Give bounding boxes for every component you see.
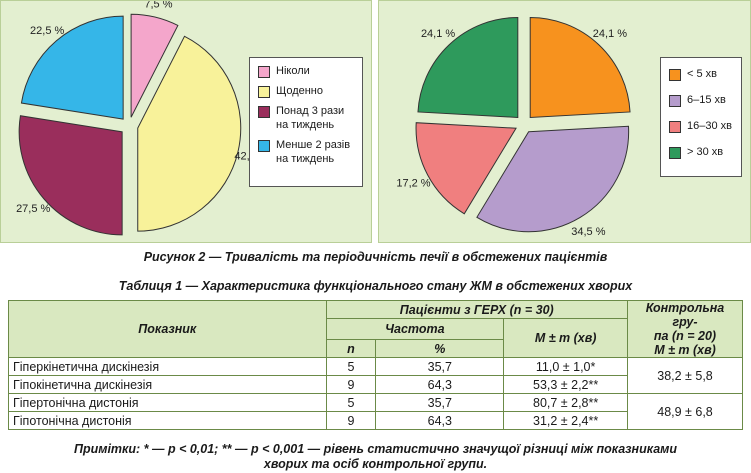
row-name: Гіпотонічна дистонія — [8, 411, 327, 430]
table-row: Гіпертонічна дистонія 5 35,7 80,7 ± 2,8*… — [8, 393, 743, 430]
legend-swatch — [258, 86, 270, 98]
data-table: Показник Пацієнти з ГЕРХ (n = 30) Контро… — [8, 300, 743, 430]
legend-item-more-than-3: Понад 3 рази на тиждень — [258, 104, 358, 132]
legend-label: Ніколи — [276, 65, 310, 77]
row-percent: 64,3 — [375, 375, 505, 394]
header-mean: M ± m (хв) — [503, 318, 629, 358]
pie-chart-panel-frequency: 7,5 %42,5 %27,5 %22,5 % Ніколи Щоденно П… — [0, 0, 372, 243]
row-percent: 35,7 — [375, 393, 505, 412]
legend-swatch — [669, 121, 681, 133]
legend-label: Менше 2 разів на тиждень — [276, 139, 351, 165]
legend-label: Щоденно — [276, 85, 323, 97]
row-mean: 80,7 ± 2,8** — [503, 393, 629, 412]
header-control: Контрольна гру- па (n = 20) M ± m (хв) — [627, 300, 743, 358]
legend-swatch — [258, 106, 270, 118]
row-n: 9 — [325, 375, 377, 394]
legend-swatch — [669, 69, 681, 81]
pie-slice — [417, 16, 519, 118]
pie-slice — [130, 13, 179, 118]
pie-chart-frequency: 7,5 %42,5 %27,5 %22,5 % — [16, 1, 269, 236]
row-mean: 53,3 ± 2,2** — [503, 375, 629, 394]
pie-chart-panel-duration: 24,1 % 34,5 % 17,2 % 24,1 % < 5 хв 6–15 хв … — [378, 0, 751, 243]
table-row: Гіперкінетична дискінезія 5 35,7 11,0 ± … — [8, 357, 743, 394]
legend-item-16-30: 16–30 хв — [669, 119, 737, 133]
header-indicator: Показник — [8, 300, 327, 358]
legend-swatch — [669, 147, 681, 159]
legend-frequency: Ніколи Щоденно Понад 3 рази на тиждень М… — [249, 57, 363, 187]
legend-item-less-than-2: Менше 2 разів на тиждень — [258, 138, 358, 166]
legend-item-never: Ніколи — [258, 64, 358, 78]
legend-duration: < 5 хв 6–15 хв 16–30 хв > 30 хв — [660, 57, 742, 177]
row-name: Гіперкінетична дискінезія — [8, 357, 327, 376]
pie-data-label: 24,1 % — [593, 28, 627, 40]
legend-label: 6–15 хв — [687, 94, 726, 106]
legend-item-6-15: 6–15 хв — [669, 93, 737, 107]
pie-slice — [18, 115, 123, 236]
pie-slice — [415, 122, 517, 215]
row-percent: 35,7 — [375, 357, 505, 376]
pie-slice — [529, 16, 631, 118]
row-name: Гіпертонічна дистонія — [8, 393, 327, 412]
table-note: Примітки: * — p < 0,01; ** — p < 0,001 —… — [73, 442, 678, 471]
legend-swatch — [669, 95, 681, 107]
pie-data-label: 7,5 % — [144, 1, 172, 10]
header-n: n — [325, 339, 377, 358]
row-n: 5 — [325, 357, 377, 376]
pie-chart-duration: 24,1 % 34,5 % 17,2 % 24,1 % — [396, 16, 631, 238]
control-value: 48,9 ± 6,8 — [627, 393, 743, 430]
legend-label: Понад 3 рази на тиждень — [276, 105, 345, 131]
pie-data-label: 27,5 % — [16, 203, 50, 215]
table-row: Гіпотонічна дистонія 9 64,3 31,2 ± 2,4** — [8, 411, 743, 430]
legend-label: > 30 хв — [687, 146, 724, 158]
header-percent: % — [375, 339, 505, 358]
row-mean: 11,0 ± 1,0* — [503, 357, 629, 376]
row-percent: 64,3 — [375, 411, 505, 430]
legend-item-daily: Щоденно — [258, 84, 358, 98]
legend-label: < 5 хв — [687, 68, 717, 80]
pie-data-label: 17,2 % — [396, 177, 430, 189]
row-name: Гіпокінетична дискінезія — [8, 375, 327, 394]
legend-swatch — [258, 140, 270, 152]
header-frequency: Частота — [325, 318, 505, 340]
legend-swatch — [258, 66, 270, 78]
legend-label: 16–30 хв — [687, 120, 732, 132]
pie-slice — [137, 35, 242, 232]
pie-data-label: 24,1 % — [421, 28, 455, 40]
pie-slice — [476, 125, 630, 233]
legend-item-gt30: > 30 хв — [669, 145, 737, 159]
row-n: 9 — [325, 411, 377, 430]
legend-item-lt5: < 5 хв — [669, 67, 737, 81]
row-n: 5 — [325, 393, 377, 412]
header-patients: Пацієнти з ГЕРХ (n = 30) — [325, 300, 629, 319]
figure-caption: Рисунок 2 — Тривалість та періодичність … — [143, 250, 608, 264]
pie-data-label: 22,5 % — [30, 25, 64, 37]
control-value: 38,2 ± 5,8 — [627, 357, 743, 394]
row-mean: 31,2 ± 2,4** — [503, 411, 629, 430]
table-title: Таблиця 1 — Характеристика функціонально… — [118, 279, 633, 293]
pie-slice — [20, 15, 124, 120]
pie-data-label: 34,5 % — [571, 226, 605, 238]
